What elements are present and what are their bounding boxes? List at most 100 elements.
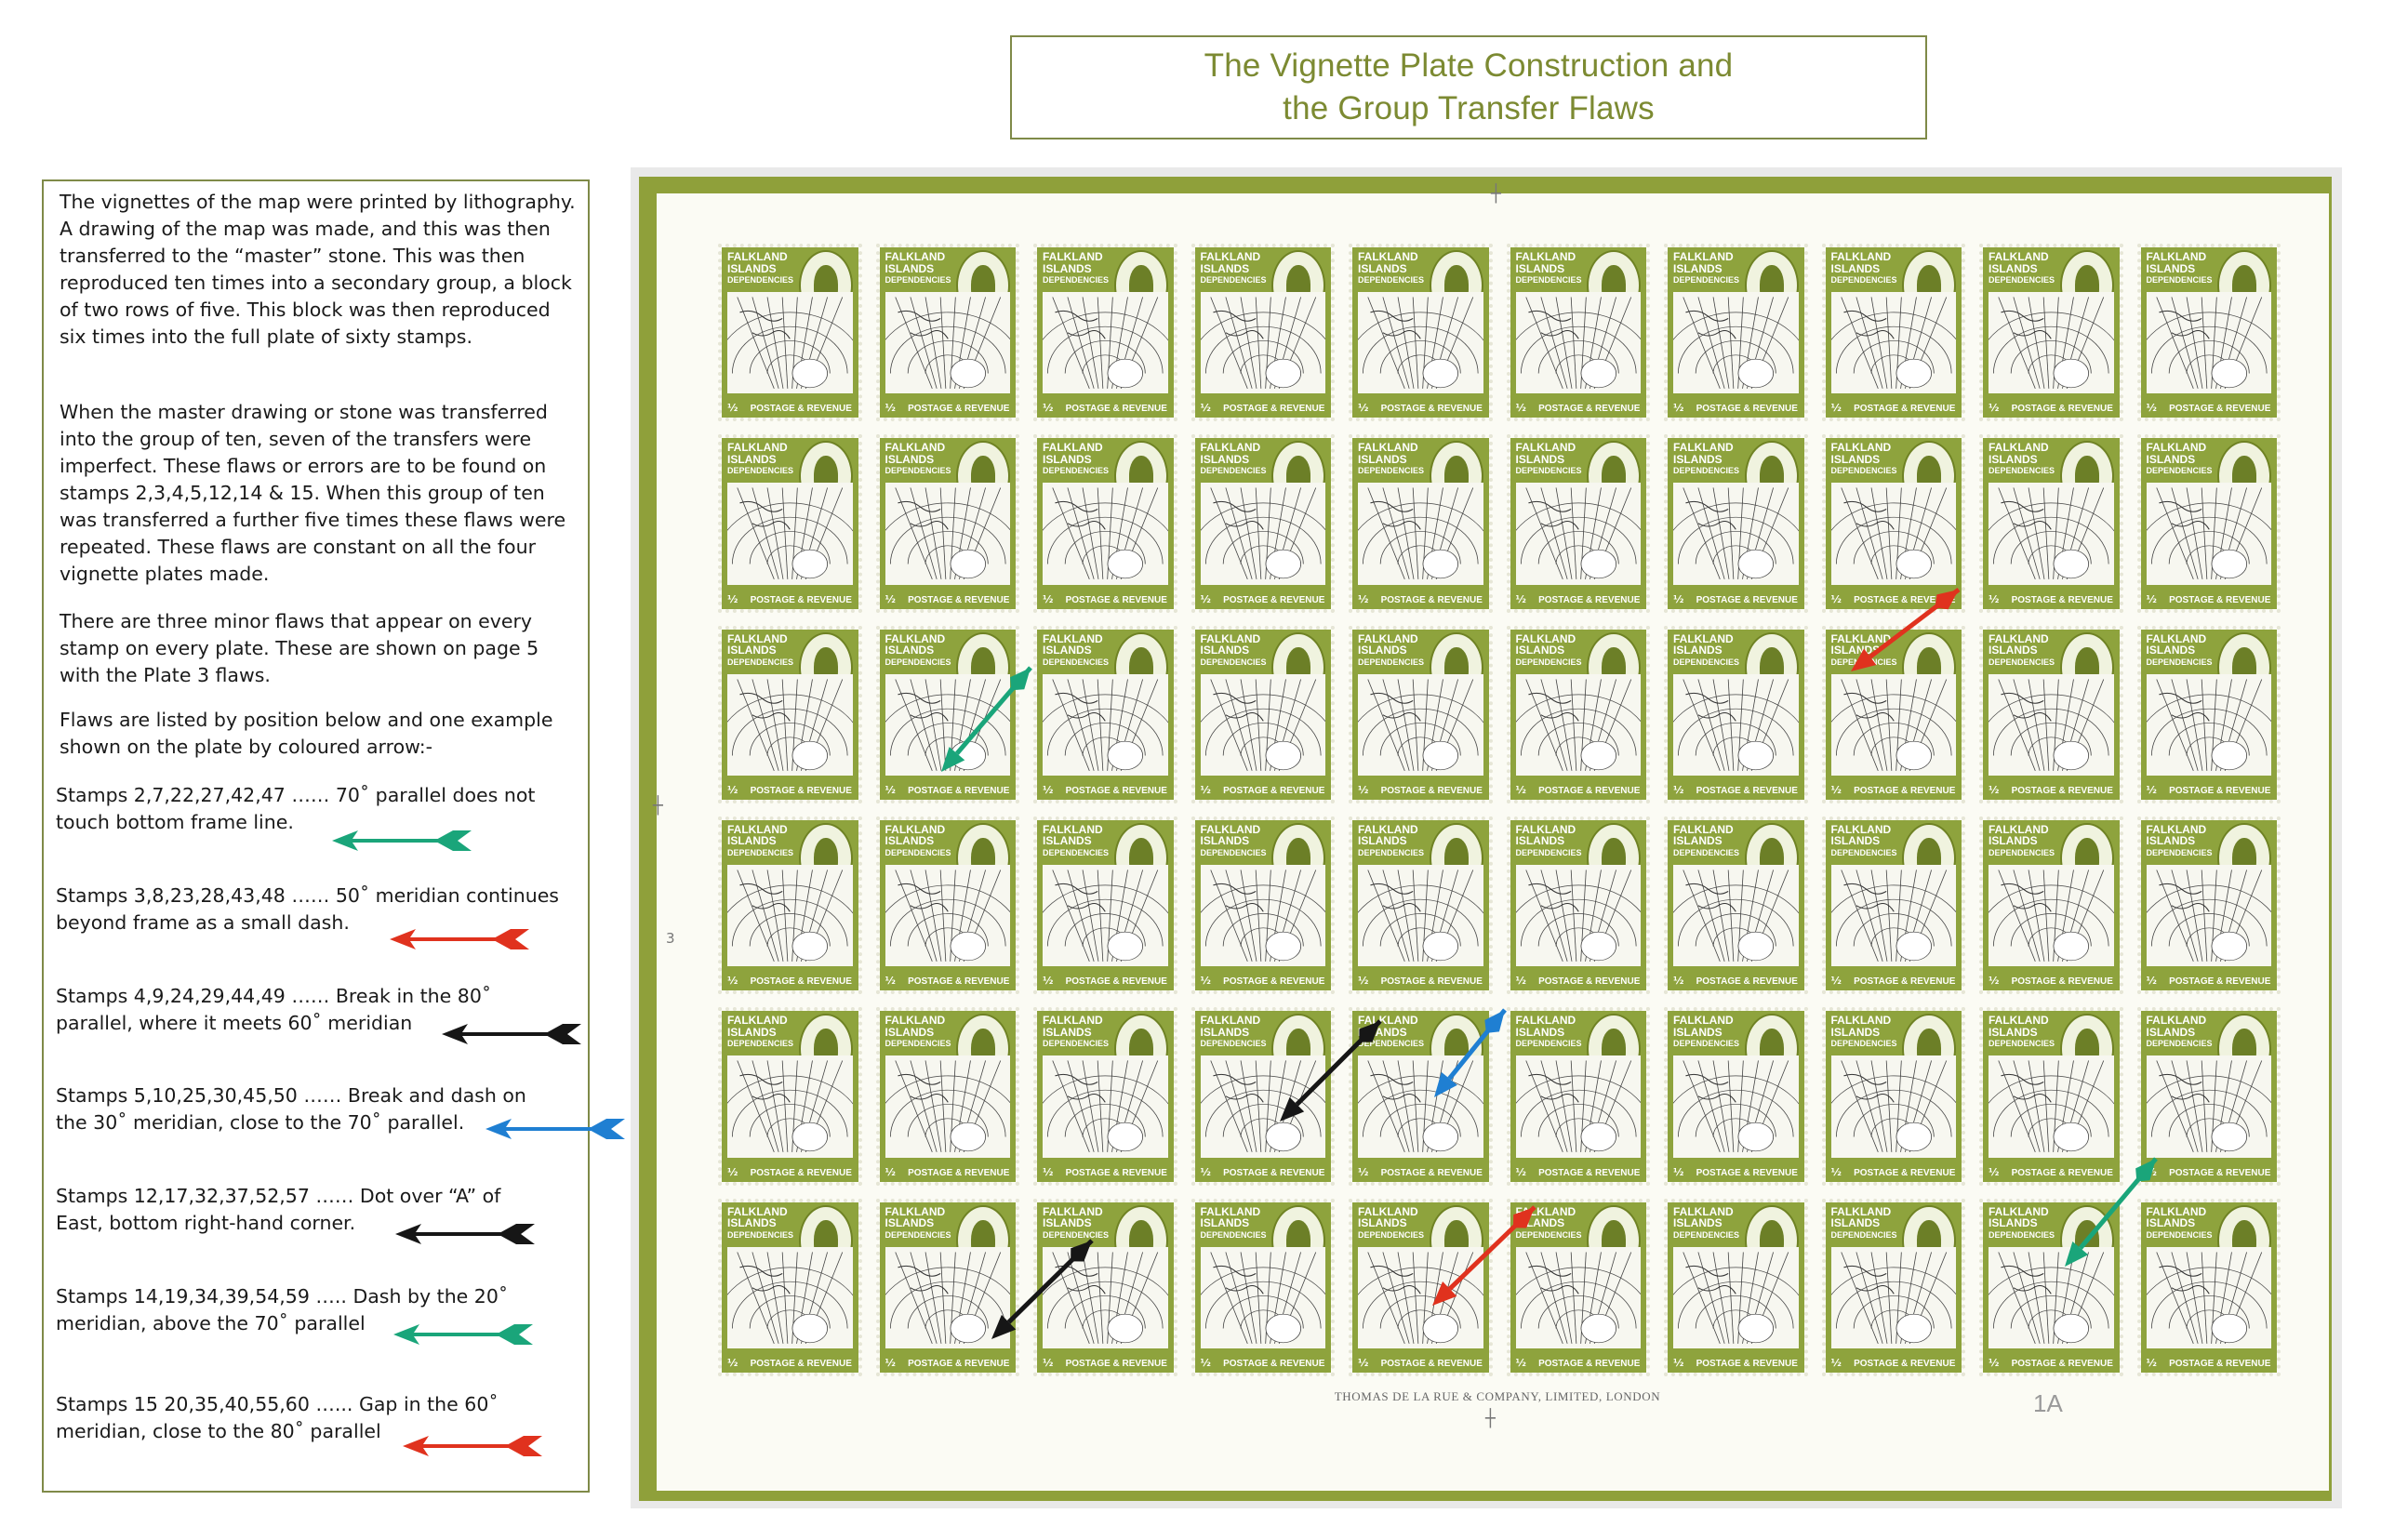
flaw-item-7: Stamps 15 20,35,40,55,60 …... Gap in the… bbox=[56, 1391, 584, 1445]
stamp-name-line-3: DEPENDENCIES bbox=[1358, 1229, 1425, 1240]
stamp-design: FALKLAND ISLANDS DEPENDENCIES ½ POSTAGE & RE… bbox=[2140, 629, 2277, 800]
stamp-value: ½ bbox=[885, 975, 896, 988]
stamp-footer-text: POSTAGE & REVENUE bbox=[1538, 976, 1641, 988]
map-vignette bbox=[2146, 1055, 2271, 1158]
stamp-country-name: FALKLAND ISLANDS DEPENDENCIES bbox=[1831, 251, 1897, 286]
stamp-country-name: FALKLAND ISLANDS DEPENDENCIES bbox=[1831, 1015, 1897, 1050]
stamp: FALKLAND ISLANDS DEPENDENCIES ½ POSTAGE & RE… bbox=[1821, 816, 1965, 995]
stamp-footer-text: POSTAGE & REVENUE bbox=[2169, 785, 2271, 796]
stamp: FALKLAND ISLANDS DEPENDENCIES ½ POSTAGE & RE… bbox=[2136, 244, 2281, 422]
stamp-name-line-1: FALKLAND bbox=[1515, 441, 1576, 455]
map-vignette bbox=[1673, 1055, 1799, 1158]
stamp-design: FALKLAND ISLANDS DEPENDENCIES ½ POSTAGE & RE… bbox=[1983, 247, 2120, 418]
stamp-design: FALKLAND ISLANDS DEPENDENCIES ½ POSTAGE & RE… bbox=[2140, 1201, 2277, 1373]
stamp-value: ½ bbox=[1358, 975, 1369, 988]
stamp-value: ½ bbox=[1673, 1356, 1684, 1369]
stamp-name-line-2: ISLANDS bbox=[1200, 1216, 1250, 1230]
flaw-4-line-2: the 30˚ meridian, close to the 70˚ paral… bbox=[56, 1111, 465, 1134]
stamp-value: ½ bbox=[1989, 1165, 2000, 1178]
map-vignette bbox=[885, 864, 1010, 967]
stamp: FALKLAND ISLANDS DEPENDENCIES ½ POSTAGE & RE… bbox=[1190, 434, 1335, 613]
stamp-country-name: FALKLAND ISLANDS DEPENDENCIES bbox=[1358, 1206, 1424, 1241]
stamp-country-name: FALKLAND ISLANDS DEPENDENCIES bbox=[1201, 442, 1267, 477]
stamp-name-line-1: FALKLAND bbox=[1830, 441, 1892, 455]
margin-number: 3 bbox=[666, 930, 675, 947]
stamp-design: FALKLAND ISLANDS DEPENDENCIES ½ POSTAGE & RE… bbox=[1668, 819, 1804, 991]
stamp-country-name: FALKLAND ISLANDS DEPENDENCIES bbox=[727, 824, 793, 859]
stamp-name-line-1: FALKLAND bbox=[1673, 250, 1734, 263]
stamp-country-name: FALKLAND ISLANDS DEPENDENCIES bbox=[1831, 1206, 1897, 1241]
stamp: FALKLAND ISLANDS DEPENDENCIES ½ POSTAGE & RE… bbox=[2136, 816, 2281, 995]
stamp-country-name: FALKLAND ISLANDS DEPENDENCIES bbox=[885, 442, 951, 477]
stamp-value: ½ bbox=[1830, 1356, 1842, 1369]
stamp-footer-text: POSTAGE & REVENUE bbox=[1380, 1167, 1483, 1178]
stamp: FALKLAND ISLANDS DEPENDENCIES ½ POSTAGE & RE… bbox=[875, 625, 1019, 803]
map-vignette bbox=[1358, 483, 1483, 585]
stamp-country-name: FALKLAND ISLANDS DEPENDENCIES bbox=[2147, 1206, 2213, 1241]
map-vignette bbox=[1358, 1055, 1483, 1158]
stamp-country-name: FALKLAND ISLANDS DEPENDENCIES bbox=[1673, 251, 1739, 286]
map-vignette bbox=[2146, 483, 2271, 585]
map-vignette bbox=[1515, 292, 1641, 394]
map-vignette bbox=[2146, 1246, 2271, 1348]
stamp-name-line-1: FALKLAND bbox=[1358, 822, 1418, 836]
stamp-name-line-2: ISLANDS bbox=[1200, 1025, 1250, 1039]
map-vignette bbox=[1830, 864, 1956, 967]
stamp-footer-text: POSTAGE & REVENUE bbox=[2169, 1358, 2271, 1369]
stamp-name-line-3: DEPENDENCIES bbox=[1673, 657, 1740, 667]
stamp-footer-text: POSTAGE & REVENUE bbox=[1854, 1358, 1956, 1369]
stamp-name-line-1: FALKLAND bbox=[727, 250, 788, 263]
stamp-design: FALKLAND ISLANDS DEPENDENCIES ½ POSTAGE & RE… bbox=[1825, 1011, 1962, 1182]
stamp-country-name: FALKLAND ISLANDS DEPENDENCIES bbox=[1043, 442, 1109, 477]
stamp: FALKLAND ISLANDS DEPENDENCIES ½ POSTAGE & RE… bbox=[1190, 1007, 1335, 1186]
stamp: FALKLAND ISLANDS DEPENDENCIES ½ POSTAGE & RE… bbox=[1190, 1198, 1335, 1376]
flaw-2-line-1: Stamps 3,8,23,28,43,48 …… 50˚ meridian c… bbox=[56, 884, 559, 907]
stamp-value: ½ bbox=[727, 975, 738, 988]
stamp-footer-text: POSTAGE & REVENUE bbox=[2011, 404, 2113, 415]
stamp-name-line-2: ISLANDS bbox=[1200, 644, 1250, 657]
stamp-design: FALKLAND ISLANDS DEPENDENCIES ½ POSTAGE & RE… bbox=[2140, 1011, 2277, 1182]
stamp-footer-text: POSTAGE & REVENUE bbox=[908, 1358, 1010, 1369]
stamp-name-line-1: FALKLAND bbox=[1200, 1204, 1261, 1218]
stamp-name-line-1: FALKLAND bbox=[1989, 631, 2049, 645]
stamp-design: FALKLAND ISLANDS DEPENDENCIES ½ POSTAGE & RE… bbox=[1983, 819, 2120, 991]
stamp-name-line-1: FALKLAND bbox=[1200, 822, 1261, 836]
stamp-name-line-1: FALKLAND bbox=[2146, 250, 2207, 263]
stamp-name-line-3: DEPENDENCIES bbox=[1673, 847, 1740, 857]
stamp: FALKLAND ISLANDS DEPENDENCIES ½ POSTAGE & RE… bbox=[718, 1198, 862, 1376]
stamp: FALKLAND ISLANDS DEPENDENCIES ½ POSTAGE & RE… bbox=[1033, 434, 1177, 613]
stamp: FALKLAND ISLANDS DEPENDENCIES ½ POSTAGE & RE… bbox=[718, 816, 862, 995]
stamp-design: FALKLAND ISLANDS DEPENDENCIES ½ POSTAGE & RE… bbox=[1510, 438, 1646, 609]
stamp-value: ½ bbox=[1830, 1165, 1842, 1178]
stamp-name-line-2: ISLANDS bbox=[1200, 261, 1250, 275]
stamp-country-name: FALKLAND ISLANDS DEPENDENCIES bbox=[1673, 633, 1739, 669]
stamp: FALKLAND ISLANDS DEPENDENCIES ½ POSTAGE & RE… bbox=[1821, 625, 1965, 803]
stamp-design: FALKLAND ISLANDS DEPENDENCIES ½ POSTAGE & RE… bbox=[1510, 1011, 1646, 1182]
stamp-name-line-3: DEPENDENCIES bbox=[727, 657, 794, 667]
stamp-name-line-2: ISLANDS bbox=[1358, 834, 1407, 848]
stamp-value: ½ bbox=[2146, 592, 2157, 605]
stamp-name-line-3: DEPENDENCIES bbox=[1358, 847, 1425, 857]
stamp-name-line-2: ISLANDS bbox=[1043, 1025, 1092, 1039]
stamp-name-line-3: DEPENDENCIES bbox=[1830, 657, 1897, 667]
stamp-footer-text: POSTAGE & REVENUE bbox=[1854, 976, 1956, 988]
stamp: FALKLAND ISLANDS DEPENDENCIES ½ POSTAGE & RE… bbox=[1349, 1007, 1493, 1186]
stamp-footer-text: POSTAGE & REVENUE bbox=[2011, 785, 2113, 796]
stamp-name-line-3: DEPENDENCIES bbox=[885, 1039, 951, 1049]
stamp-design: FALKLAND ISLANDS DEPENDENCIES ½ POSTAGE & RE… bbox=[1352, 629, 1489, 800]
stamp: FALKLAND ISLANDS DEPENDENCIES ½ POSTAGE & RE… bbox=[1033, 244, 1177, 422]
stamp-value: ½ bbox=[1673, 975, 1684, 988]
stamp-footer-text: POSTAGE & REVENUE bbox=[2169, 1167, 2271, 1178]
stamp-name-line-2: ISLANDS bbox=[1989, 452, 2038, 466]
stamp-value: ½ bbox=[1673, 402, 1684, 415]
map-vignette bbox=[1515, 673, 1641, 776]
flaw-item-3: Stamps 4,9,24,29,44,49 …… Break in the 8… bbox=[56, 983, 584, 1037]
stamp-value: ½ bbox=[2146, 1356, 2157, 1369]
stamp: FALKLAND ISLANDS DEPENDENCIES ½ POSTAGE & RE… bbox=[718, 1007, 862, 1186]
stamp-name-line-1: FALKLAND bbox=[1043, 250, 1103, 263]
stamp-name-line-2: ISLANDS bbox=[1043, 644, 1092, 657]
stamp-name-line-1: FALKLAND bbox=[1358, 250, 1418, 263]
stamp-value: ½ bbox=[2146, 783, 2157, 796]
map-vignette bbox=[727, 292, 853, 394]
stamp-country-name: FALKLAND ISLANDS DEPENDENCIES bbox=[1989, 1015, 2055, 1050]
